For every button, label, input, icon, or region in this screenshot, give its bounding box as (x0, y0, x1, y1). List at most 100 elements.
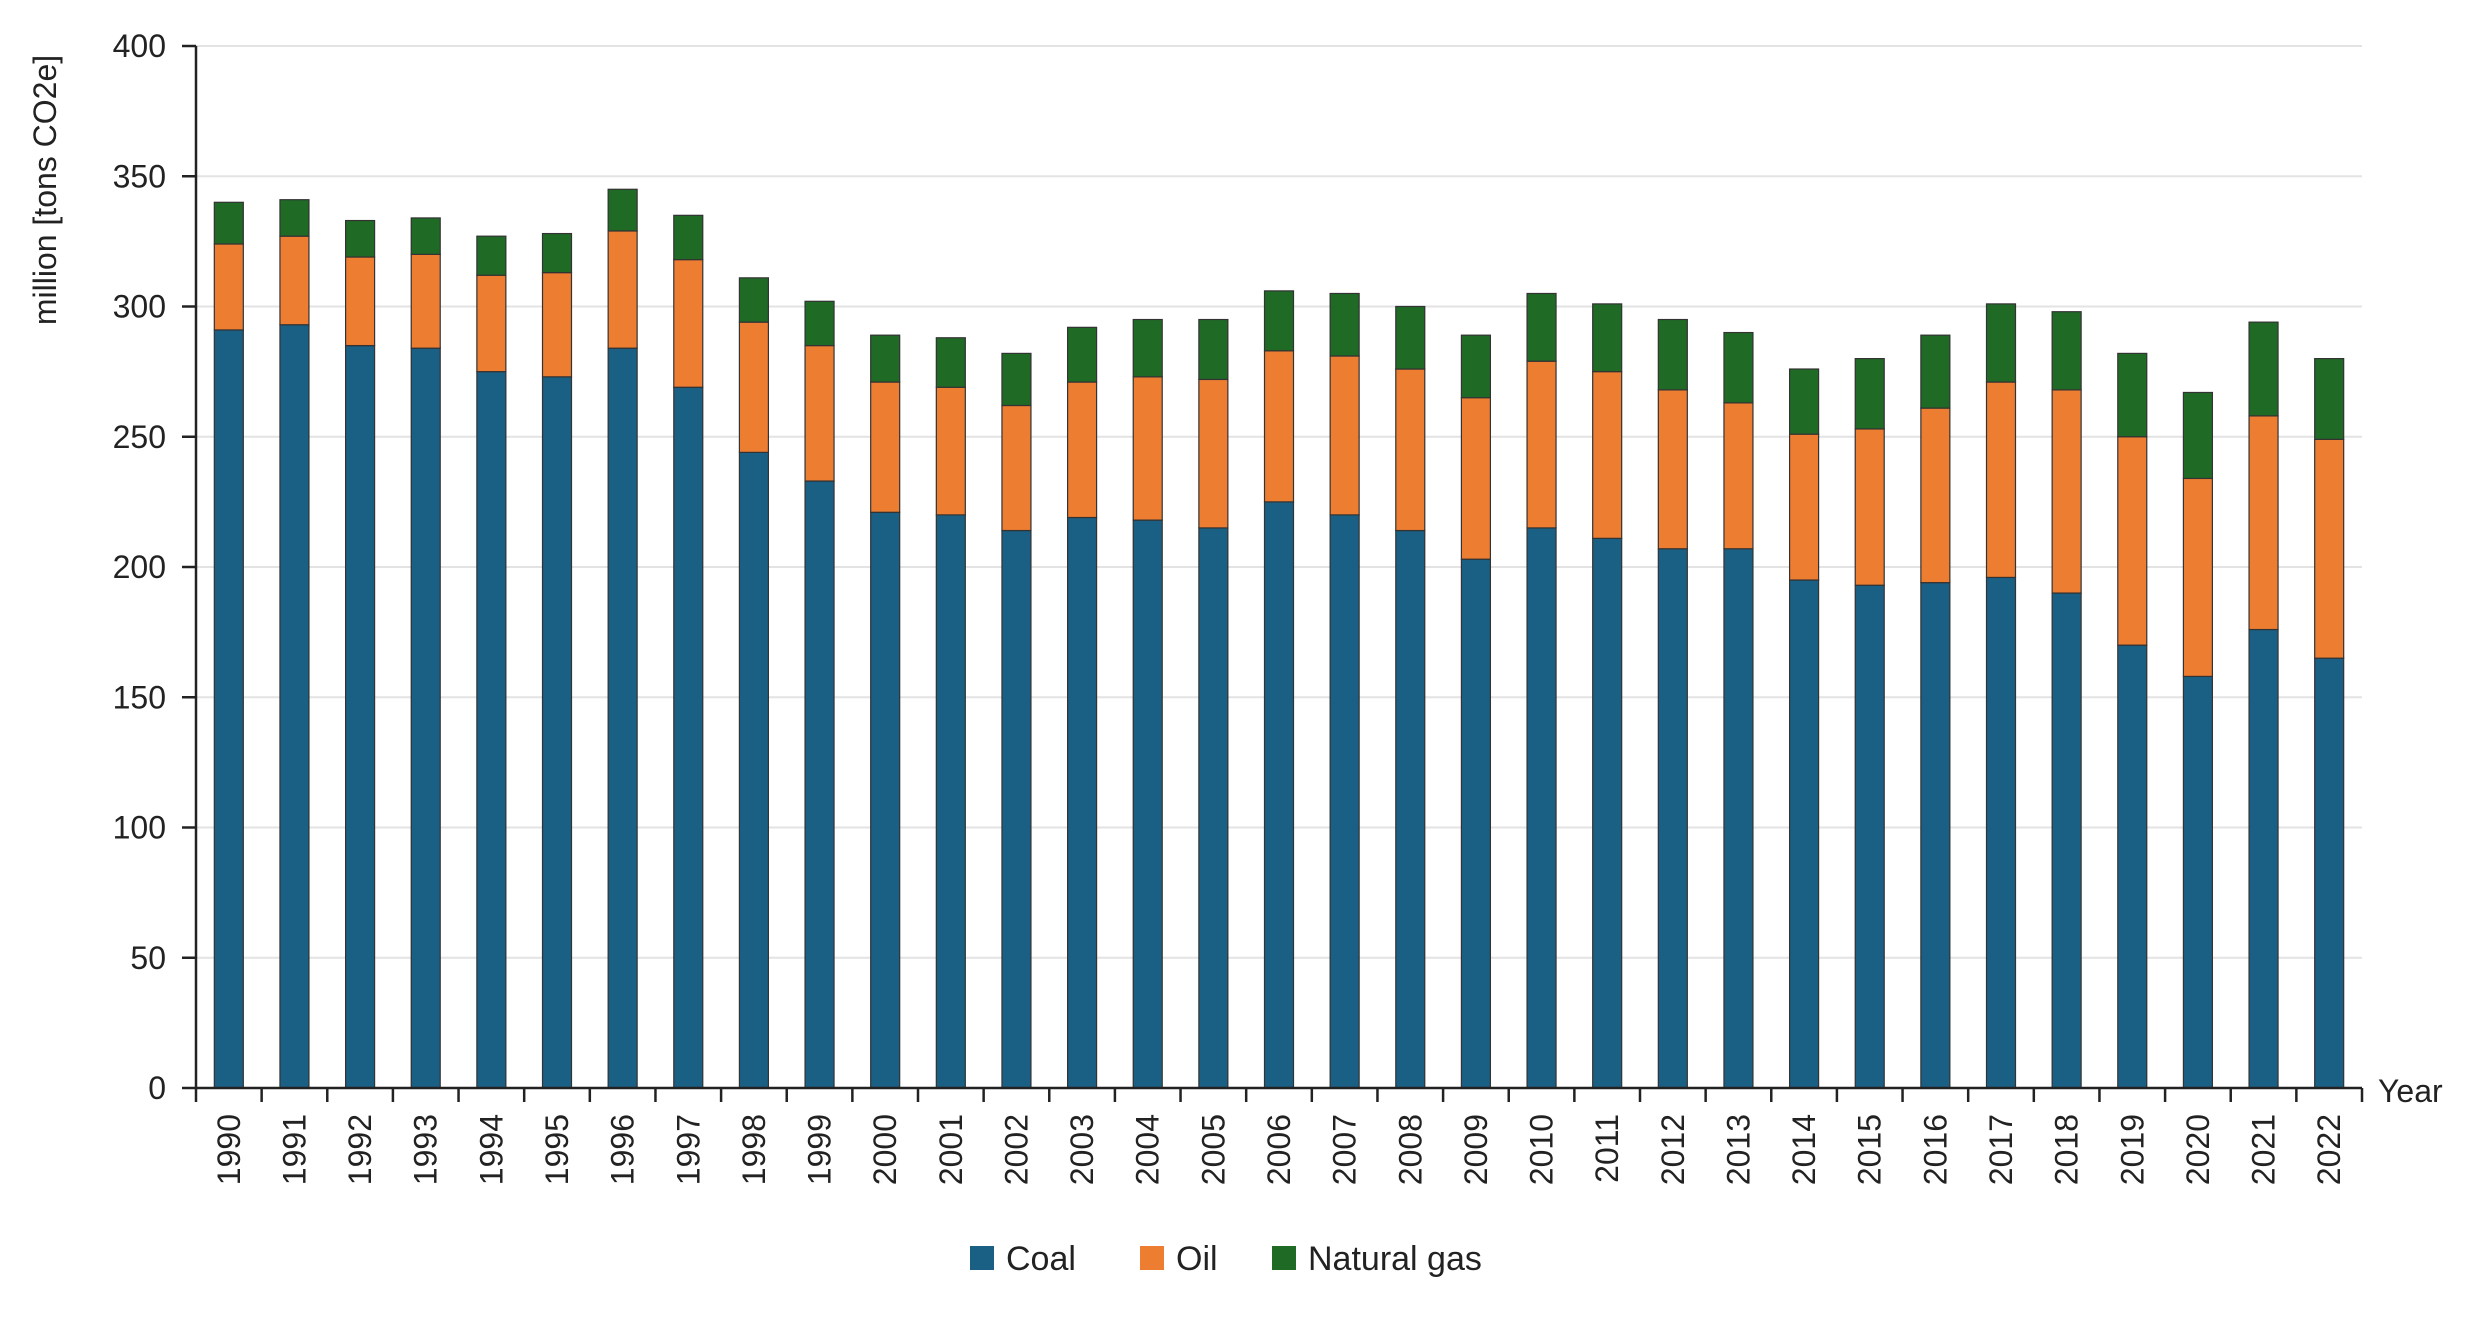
legend-swatch-oil (1140, 1246, 1164, 1270)
bar-natural-gas-2014 (1788, 368, 1820, 435)
bar-coal-2017 (1985, 576, 2017, 1089)
bar-oil-1992 (344, 256, 376, 347)
bar-coal-2012 (1657, 548, 1688, 1089)
bar-coal-2011 (1592, 537, 1623, 1089)
bar-coal-2021 (2248, 628, 2279, 1089)
bar-oil-2005 (1198, 378, 1229, 529)
x-tick-label: 1996 (605, 1114, 641, 1185)
y-tick-label: 400 (113, 28, 166, 64)
bar-coal-2015 (1854, 584, 1885, 1089)
x-tick-label: 2009 (1458, 1114, 1494, 1185)
bar-natural-gas-2002 (1001, 352, 1032, 407)
legend: Coal Oil Natural gas (970, 1240, 1482, 1278)
x-tick-label: 2005 (1195, 1114, 1231, 1185)
y-tick-labels: 0 50 100 150 200 250 300 350 400 (113, 28, 166, 1106)
bar-coal-1993 (410, 347, 441, 1089)
bar-coal-2003 (1066, 516, 1098, 1089)
bar-coal-2019 (2117, 644, 2148, 1089)
bar-coal-2008 (1395, 529, 1426, 1089)
x-tick-label: 1992 (342, 1114, 378, 1185)
bar-oil-1999 (804, 344, 835, 482)
legend-swatch-natural-gas (1272, 1246, 1296, 1270)
bar-oil-2009 (1460, 397, 1492, 560)
bar-coal-2013 (1723, 548, 1754, 1089)
x-tick-label: 2011 (1589, 1114, 1625, 1183)
legend-label: Natural gas (1308, 1240, 1482, 1278)
bar-natural-gas-1998 (738, 277, 770, 323)
bar-natural-gas-2009 (1460, 334, 1492, 399)
bar-oil-1993 (410, 253, 441, 349)
x-tick-label: 2006 (1261, 1114, 1297, 1185)
bar-coal-2010 (1526, 527, 1557, 1089)
bar-oil-1991 (279, 235, 310, 326)
bar-oil-1995 (541, 272, 573, 378)
y-tick-label: 300 (113, 289, 166, 325)
bar-natural-gas-2011 (1592, 303, 1623, 373)
y-tick-label: 200 (113, 549, 166, 585)
axes (182, 44, 2364, 1102)
x-tick-label: 2002 (998, 1114, 1034, 1185)
x-tick-label: 2020 (2180, 1114, 2216, 1185)
bar-oil-2017 (1985, 381, 2017, 579)
bar-coal-2004 (1132, 519, 1163, 1089)
bar-coal-1995 (541, 376, 573, 1089)
bar-coal-2009 (1460, 558, 1492, 1089)
bar-natural-gas-2005 (1198, 318, 1229, 381)
bar-natural-gas-1994 (476, 235, 507, 276)
bar-coal-2001 (935, 514, 966, 1089)
bar-oil-2012 (1657, 389, 1688, 550)
bar-oil-2008 (1395, 368, 1426, 532)
x-tick-label: 2007 (1327, 1114, 1363, 1185)
x-tick-label: 2010 (1524, 1114, 1560, 1185)
bar-natural-gas-2018 (2051, 311, 2082, 391)
x-tick-label: 2001 (933, 1114, 969, 1185)
bars (213, 188, 2345, 1089)
bar-oil-2010 (1526, 360, 1557, 529)
bar-oil-2019 (2117, 436, 2148, 646)
x-axis-label: Year (2378, 1073, 2443, 1109)
bar-natural-gas-2019 (2117, 352, 2148, 438)
x-tick-label: 2003 (1064, 1114, 1100, 1185)
bar-coal-2005 (1198, 527, 1229, 1089)
x-tick-label: 2004 (1130, 1114, 1166, 1185)
bar-oil-2003 (1066, 381, 1098, 519)
bar-natural-gas-1992 (344, 219, 376, 258)
bar-oil-2015 (1854, 428, 1885, 586)
bar-coal-1990 (213, 329, 244, 1089)
bar-coal-1996 (607, 347, 638, 1089)
x-tick-label: 2016 (1917, 1114, 1953, 1185)
x-tick-label: 1999 (802, 1114, 838, 1185)
bar-coal-1991 (279, 324, 310, 1089)
bar-natural-gas-2012 (1657, 318, 1688, 391)
bar-natural-gas-1996 (607, 188, 638, 232)
bar-oil-2002 (1001, 404, 1032, 532)
bar-natural-gas-2020 (2182, 391, 2214, 480)
x-tick-label: 2021 (2246, 1114, 2282, 1185)
bar-coal-2022 (2314, 657, 2345, 1089)
bar-oil-2001 (935, 386, 966, 516)
legend-label: Oil (1176, 1240, 1218, 1278)
bar-oil-2016 (1920, 407, 1951, 584)
bar-oil-1997 (673, 259, 704, 388)
y-axis-label: million [tons CO2e] (27, 55, 63, 325)
bar-coal-2002 (1001, 529, 1032, 1089)
x-tick-label: 2015 (1852, 1114, 1888, 1185)
bar-natural-gas-1999 (804, 300, 835, 347)
y-tick-label: 350 (113, 158, 166, 194)
x-tick-label: 1990 (211, 1114, 247, 1185)
x-tick-label: 1998 (736, 1114, 772, 1185)
x-tick-label: 2014 (1786, 1114, 1822, 1185)
bar-natural-gas-2013 (1723, 331, 1754, 404)
bar-natural-gas-2010 (1526, 292, 1557, 362)
bar-coal-1992 (344, 344, 376, 1089)
bar-natural-gas-2004 (1132, 318, 1163, 378)
bar-oil-2014 (1788, 433, 1820, 581)
bar-oil-1990 (213, 243, 244, 331)
x-tick-label: 2013 (1720, 1114, 1756, 1185)
x-tick-label: 2018 (2049, 1114, 2085, 1185)
x-tick-label: 1997 (670, 1114, 706, 1185)
y-tick-label: 50 (130, 940, 166, 976)
bar-oil-2007 (1329, 355, 1360, 516)
bar-oil-1996 (607, 230, 638, 349)
